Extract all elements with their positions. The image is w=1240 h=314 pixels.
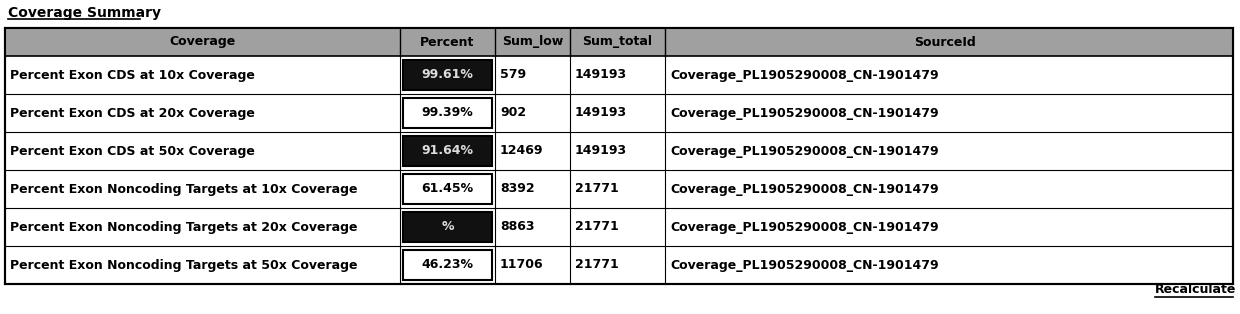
Bar bbox=[403, 212, 492, 242]
Text: Coverage_PL1905290008_CN-1901479: Coverage_PL1905290008_CN-1901479 bbox=[670, 220, 939, 234]
Text: Coverage_PL1905290008_CN-1901479: Coverage_PL1905290008_CN-1901479 bbox=[670, 144, 939, 158]
Text: Percent Exon CDS at 50x Coverage: Percent Exon CDS at 50x Coverage bbox=[10, 144, 255, 158]
Text: Sum_low: Sum_low bbox=[502, 35, 563, 48]
Text: Coverage_PL1905290008_CN-1901479: Coverage_PL1905290008_CN-1901479 bbox=[670, 182, 939, 196]
Text: Coverage Summary: Coverage Summary bbox=[7, 6, 161, 20]
Text: 99.61%: 99.61% bbox=[422, 68, 474, 82]
Text: 61.45%: 61.45% bbox=[422, 182, 474, 196]
Text: Percent Exon Noncoding Targets at 50x Coverage: Percent Exon Noncoding Targets at 50x Co… bbox=[10, 258, 357, 272]
Text: Coverage: Coverage bbox=[170, 35, 236, 48]
Text: 11706: 11706 bbox=[500, 258, 543, 272]
Text: %: % bbox=[441, 220, 454, 234]
Text: 21771: 21771 bbox=[575, 258, 619, 272]
Text: 149193: 149193 bbox=[575, 144, 627, 158]
Text: Percent: Percent bbox=[420, 35, 475, 48]
Bar bbox=[403, 98, 492, 128]
Text: Recalculate: Recalculate bbox=[1154, 283, 1236, 296]
Text: 8392: 8392 bbox=[500, 182, 534, 196]
Text: Percent Exon CDS at 20x Coverage: Percent Exon CDS at 20x Coverage bbox=[10, 106, 255, 120]
Text: 12469: 12469 bbox=[500, 144, 543, 158]
Text: Percent Exon CDS at 10x Coverage: Percent Exon CDS at 10x Coverage bbox=[10, 68, 255, 82]
Text: Percent Exon Noncoding Targets at 20x Coverage: Percent Exon Noncoding Targets at 20x Co… bbox=[10, 220, 357, 234]
Text: Sum_total: Sum_total bbox=[583, 35, 652, 48]
Text: Coverage_PL1905290008_CN-1901479: Coverage_PL1905290008_CN-1901479 bbox=[670, 68, 939, 82]
Text: SourceId: SourceId bbox=[914, 35, 976, 48]
Text: 21771: 21771 bbox=[575, 220, 619, 234]
Text: Coverage_PL1905290008_CN-1901479: Coverage_PL1905290008_CN-1901479 bbox=[670, 258, 939, 272]
Bar bbox=[403, 174, 492, 204]
Text: 21771: 21771 bbox=[575, 182, 619, 196]
Text: 902: 902 bbox=[500, 106, 526, 120]
Text: 579: 579 bbox=[500, 68, 526, 82]
Text: 46.23%: 46.23% bbox=[422, 258, 474, 272]
Bar bbox=[5, 28, 1233, 284]
Bar bbox=[403, 60, 492, 90]
Bar bbox=[403, 136, 492, 166]
Bar bbox=[403, 250, 492, 280]
Text: 99.39%: 99.39% bbox=[422, 106, 474, 120]
Text: 91.64%: 91.64% bbox=[422, 144, 474, 158]
Text: 8863: 8863 bbox=[500, 220, 534, 234]
Text: 149193: 149193 bbox=[575, 68, 627, 82]
Text: 149193: 149193 bbox=[575, 106, 627, 120]
Text: Coverage_PL1905290008_CN-1901479: Coverage_PL1905290008_CN-1901479 bbox=[670, 106, 939, 120]
Text: Percent Exon Noncoding Targets at 10x Coverage: Percent Exon Noncoding Targets at 10x Co… bbox=[10, 182, 357, 196]
Bar bbox=[5, 28, 1233, 56]
